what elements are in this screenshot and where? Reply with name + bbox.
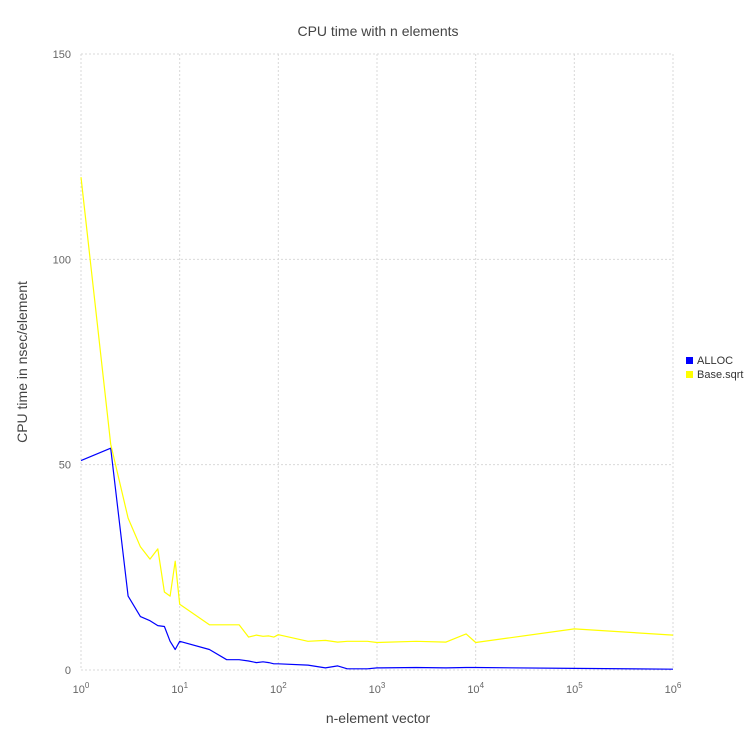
x-tick-exponent: 3 xyxy=(381,681,386,690)
x-tick-exponent: 5 xyxy=(578,681,583,690)
x-axis: 100 101 102 103 104 105 106 xyxy=(73,681,682,696)
x-tick-base: 10 xyxy=(467,684,479,696)
x-tick-exponent: 4 xyxy=(480,681,485,690)
x-tick-base: 10 xyxy=(73,684,85,696)
x-tick-label: 106 xyxy=(665,681,682,696)
y-tick-label: 50 xyxy=(59,460,71,472)
x-tick-exponent: 0 xyxy=(85,681,90,690)
x-tick-label: 101 xyxy=(171,681,188,696)
x-tick-label: 103 xyxy=(369,681,386,696)
grid xyxy=(80,53,674,671)
x-tick-label: 100 xyxy=(73,681,90,696)
legend-label: Base.sqrt xyxy=(697,369,743,381)
x-tick-base: 10 xyxy=(566,684,578,696)
x-tick-label: 102 xyxy=(270,681,287,696)
y-axis: 0 50 100 150 xyxy=(53,49,71,677)
x-tick-label: 104 xyxy=(467,681,484,696)
legend-swatch xyxy=(686,357,693,364)
series-line-alloc xyxy=(80,447,674,670)
plot-area xyxy=(80,177,674,670)
x-tick-exponent: 1 xyxy=(184,681,189,690)
chart-title: CPU time with n elements xyxy=(297,23,458,39)
x-tick-exponent: 6 xyxy=(677,681,682,690)
x-axis-label: n-element vector xyxy=(326,710,431,726)
series-line-base-sqrt xyxy=(80,177,674,644)
x-tick-label: 105 xyxy=(566,681,583,696)
legend: ALLOC Base.sqrt xyxy=(686,355,743,381)
y-tick-label: 100 xyxy=(53,254,71,266)
y-tick-label: 150 xyxy=(53,49,71,61)
x-tick-base: 10 xyxy=(171,684,183,696)
legend-swatch xyxy=(686,371,693,378)
y-tick-label: 0 xyxy=(65,665,71,677)
x-tick-base: 10 xyxy=(270,684,282,696)
x-tick-exponent: 2 xyxy=(282,681,287,690)
x-tick-base: 10 xyxy=(369,684,381,696)
x-tick-base: 10 xyxy=(665,684,677,696)
y-axis-label: CPU time in nsec/element xyxy=(14,281,30,443)
legend-label: ALLOC xyxy=(697,355,733,367)
